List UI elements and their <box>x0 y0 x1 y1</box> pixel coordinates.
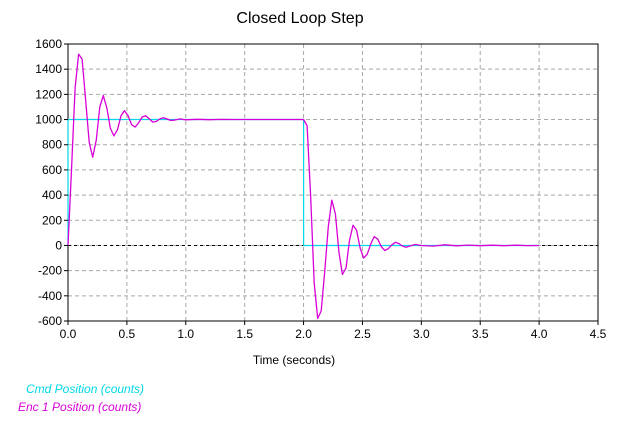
legend-item-enc-1-position: Enc 1 Position (counts) <box>18 400 141 414</box>
y-tick-label: 1000 <box>35 113 62 127</box>
chart-title: Closed Loop Step <box>236 10 363 27</box>
y-tick-label: 1400 <box>35 62 62 76</box>
y-tick-label: 200 <box>42 213 62 227</box>
y-tick-label: 1600 <box>35 37 62 51</box>
series-line-cmd-position <box>67 118 540 247</box>
y-tick-label: 800 <box>42 138 62 152</box>
x-tick-label: 0.5 <box>119 327 136 341</box>
x-axis-label: Time (seconds) <box>253 353 335 367</box>
x-tick-label: 3.0 <box>413 327 430 341</box>
y-axis: -600 -400 -200 0 200 400 600 800 1000 1200 1400 160… <box>35 37 68 328</box>
x-tick-label: 3.5 <box>472 327 489 341</box>
y-tick-label: 1200 <box>35 87 62 101</box>
y-tick-label: 400 <box>42 188 62 202</box>
x-tick-label: 4.5 <box>590 327 607 341</box>
x-tick-label: 4.0 <box>531 327 548 341</box>
y-tick-label: -400 <box>38 289 62 303</box>
x-tick-label: 1.5 <box>236 327 253 341</box>
x-tick-label: 2.5 <box>354 327 371 341</box>
y-tick-label: -600 <box>38 314 62 328</box>
y-tick-label: 0 <box>55 238 62 252</box>
plot-area <box>67 43 599 322</box>
y-tick-label: 600 <box>42 163 62 177</box>
legend: Cmd Position (counts) Enc 1 Position (co… <box>18 382 144 414</box>
x-tick-label: 0.0 <box>60 327 77 341</box>
x-tick-label: 1.0 <box>177 327 194 341</box>
x-axis: 0.0 0.5 1.0 1.5 2.0 2.5 3.0 3.5 4.0 4.5 <box>60 321 607 341</box>
grid <box>67 43 599 322</box>
legend-item-cmd-position: Cmd Position (counts) <box>26 382 144 396</box>
series-line-enc-1-position <box>67 53 540 320</box>
y-tick-label: -200 <box>38 264 62 278</box>
series-group <box>67 53 540 320</box>
x-tick-label: 2.0 <box>295 327 312 341</box>
